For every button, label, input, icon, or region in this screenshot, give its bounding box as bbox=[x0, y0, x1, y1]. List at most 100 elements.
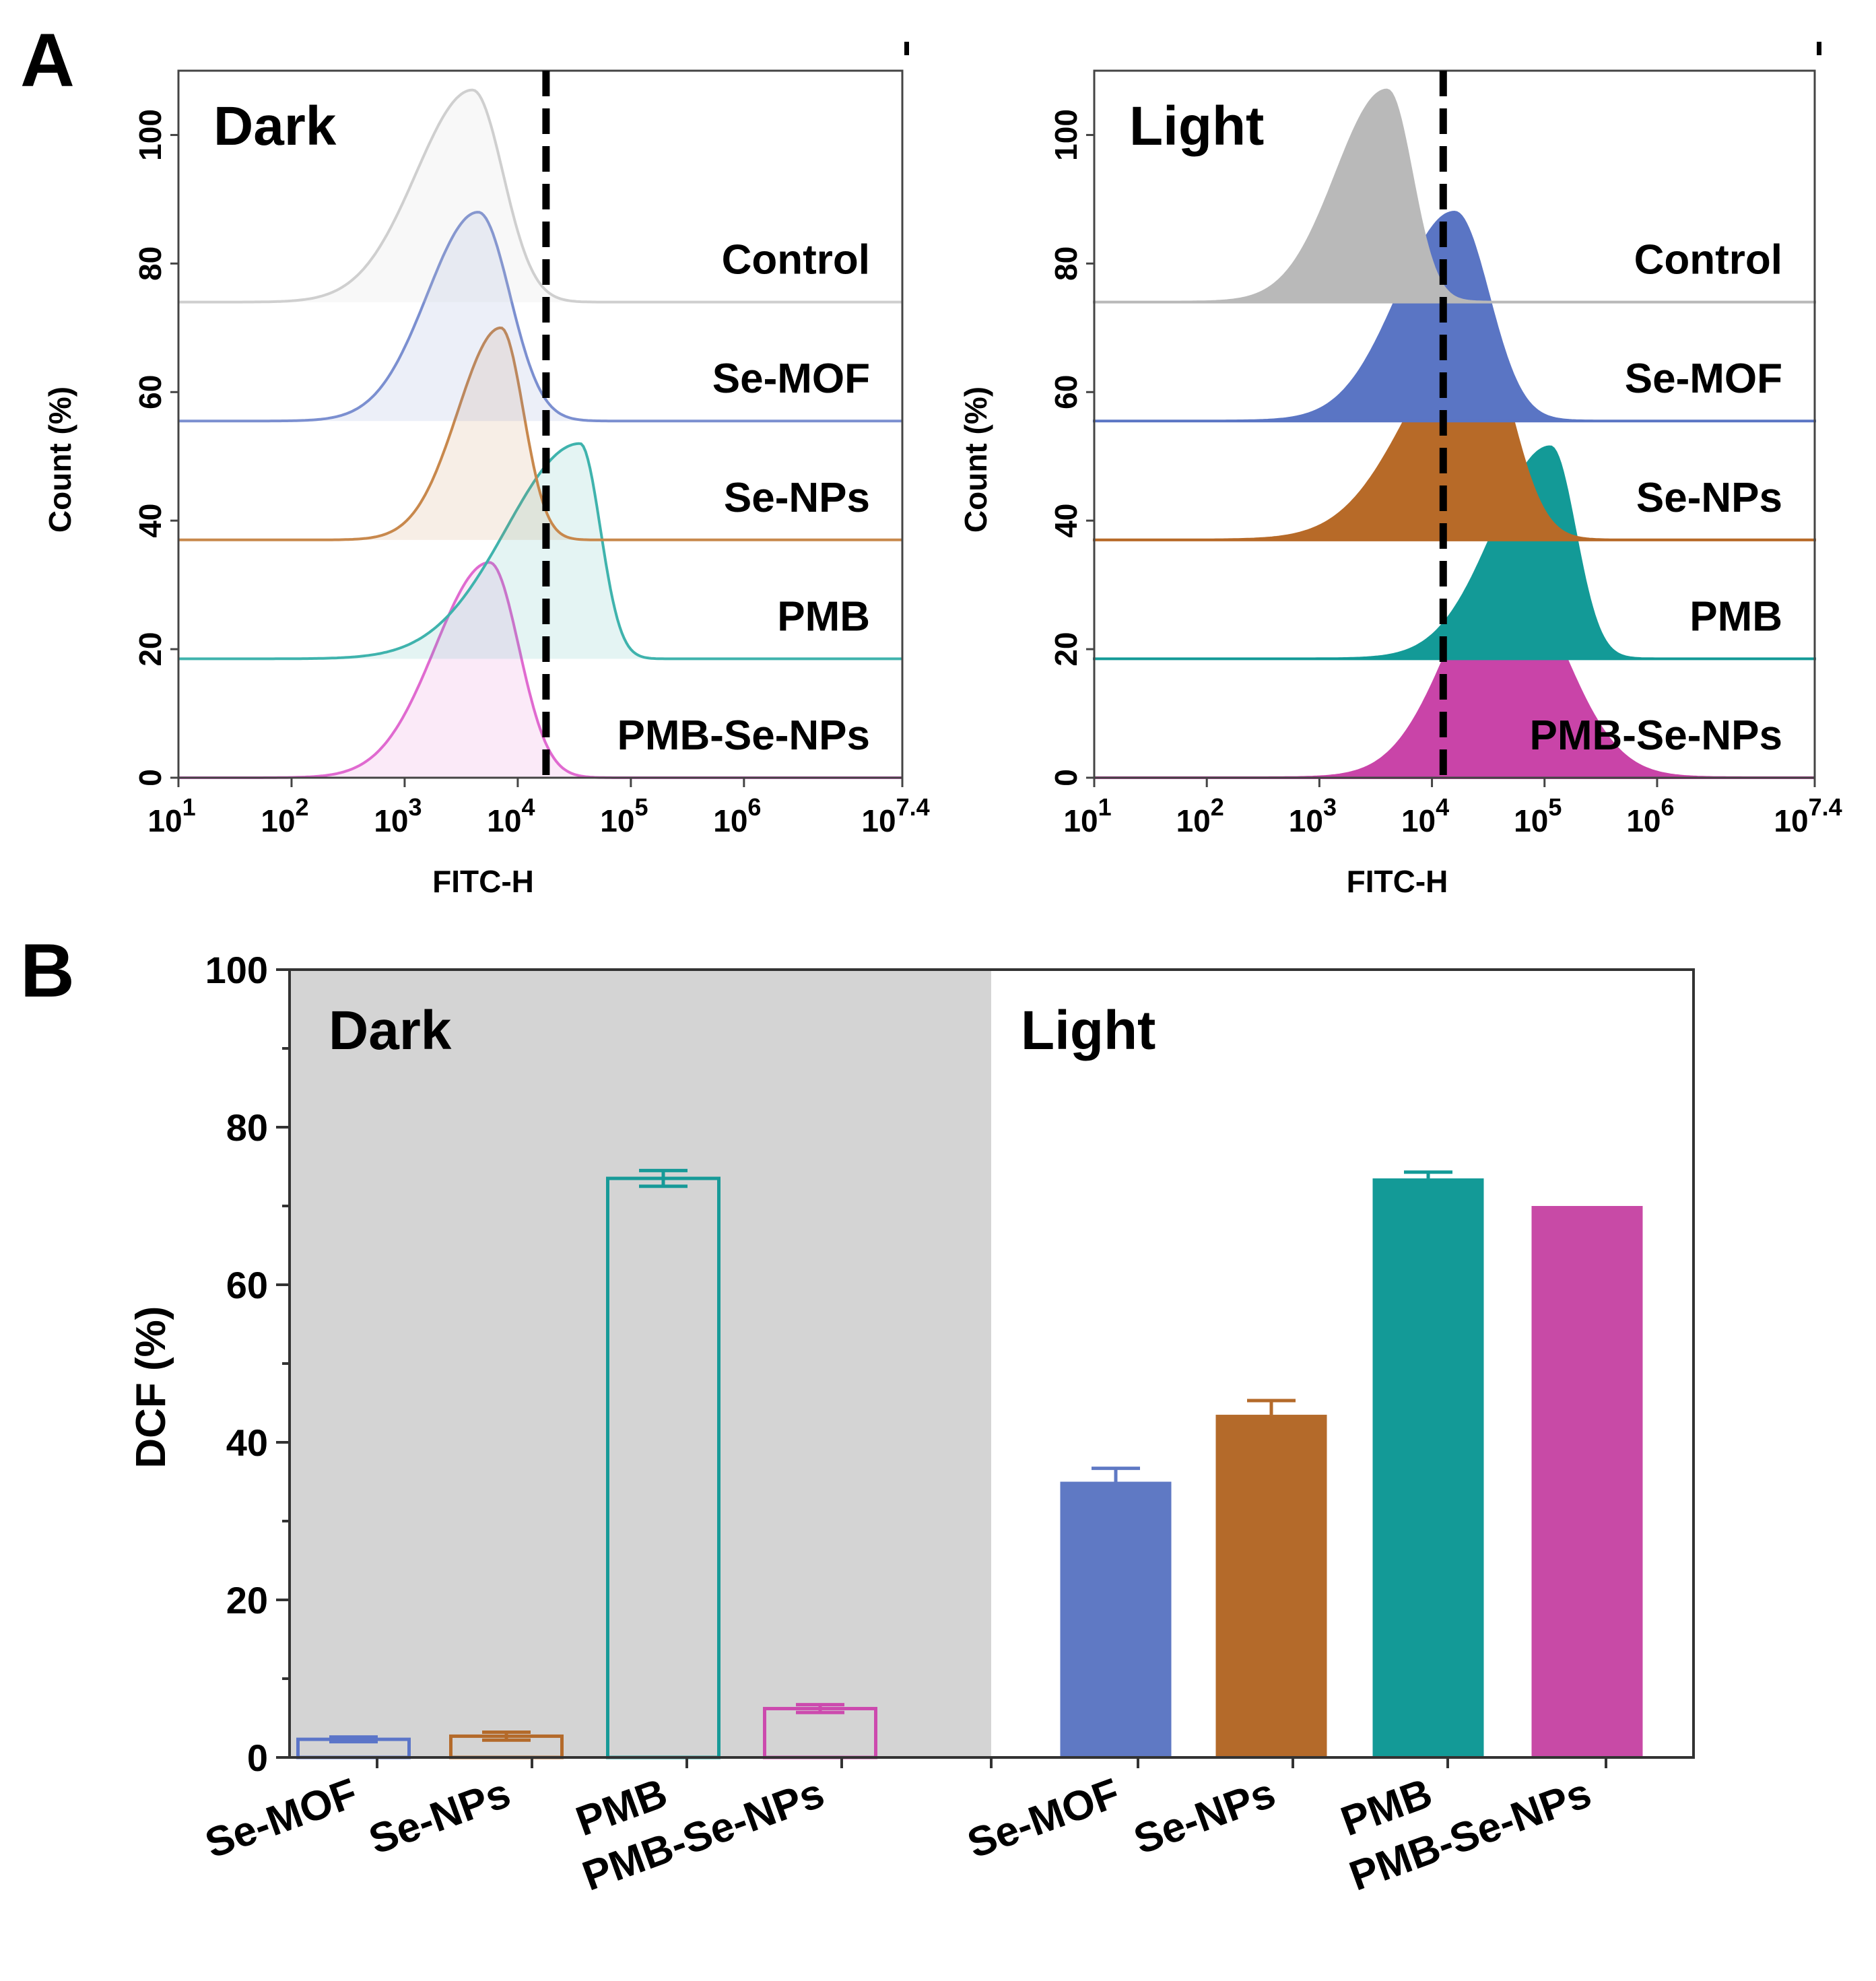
y-tick-label: 0 bbox=[1048, 769, 1083, 786]
bar-light-pmb-se-nps bbox=[1531, 1206, 1643, 1757]
x-tick-base: 10 bbox=[1626, 803, 1661, 838]
x-tick-base: 10 bbox=[861, 803, 896, 838]
x-tick-exponent: 7.4 bbox=[896, 793, 930, 821]
x-tick-exponent: 1 bbox=[182, 793, 196, 821]
x-tick-label: 105 bbox=[1514, 793, 1562, 838]
x-tick-label: 106 bbox=[1626, 793, 1674, 838]
x-tick-exponent: 3 bbox=[1323, 793, 1337, 821]
row-label-pmb-se-nps: PMB-Se-NPs bbox=[617, 712, 870, 759]
y-tick-label: 100 bbox=[133, 109, 168, 161]
y-tick-label: 60 bbox=[133, 375, 168, 409]
y-tick-label: 100 bbox=[1048, 109, 1083, 161]
histogram-dark-se-nps-line bbox=[178, 326, 902, 541]
x-tick-label: 107.4 bbox=[861, 793, 929, 838]
x-tick-base: 10 bbox=[1514, 803, 1548, 838]
x-tick-exponent: 7.4 bbox=[1809, 793, 1842, 821]
x-tick-label: 102 bbox=[261, 793, 308, 838]
corner-mark bbox=[1817, 42, 1821, 55]
row-label-control: Control bbox=[722, 237, 870, 283]
plot-frame bbox=[1093, 69, 1816, 779]
histogram-light-control-fill bbox=[1093, 88, 1816, 304]
x-tick-exponent: 6 bbox=[1661, 793, 1675, 821]
x-tick-base: 10 bbox=[1289, 803, 1323, 838]
x-tick-exponent: 5 bbox=[634, 793, 648, 821]
x-tick-base: 10 bbox=[1063, 803, 1098, 838]
x-tick-base: 10 bbox=[261, 803, 295, 838]
histogram-panel-dark: Dark Control Se-MOF Se-NPs PMB PMB-Se-NPs 0 20 4… bbox=[42, 42, 930, 899]
row-label-se-nps: Se-NPs bbox=[1636, 475, 1782, 521]
x-tick-base: 10 bbox=[147, 803, 182, 838]
x-tick-base: 10 bbox=[487, 803, 521, 838]
row-label-se-nps: Se-NPs bbox=[724, 475, 870, 521]
x-tick-base: 10 bbox=[713, 803, 747, 838]
histogram-dark-pmb-se-nps-fill bbox=[178, 562, 902, 778]
row-label-pmb-se-nps: PMB-Se-NPs bbox=[1529, 712, 1782, 759]
x-tick-label: 102 bbox=[1176, 793, 1224, 838]
x-axis-title: FITC-H bbox=[1347, 864, 1448, 899]
x-tick-label: 103 bbox=[1289, 793, 1337, 838]
y-tick-label: 40 bbox=[1048, 504, 1083, 538]
y-tick-label: 40 bbox=[133, 504, 168, 538]
y-tick-label: 80 bbox=[1048, 246, 1083, 281]
row-label-se-mof: Se-MOF bbox=[712, 356, 870, 402]
x-tick-label: 104 bbox=[487, 793, 535, 838]
y-tick-label: 100 bbox=[205, 949, 268, 991]
histogram-light-se-mof-fill bbox=[1093, 210, 1816, 423]
bar-light-pmb bbox=[1372, 1178, 1484, 1757]
x-tick-exponent: 6 bbox=[747, 793, 761, 821]
y-tick-label: 80 bbox=[226, 1106, 268, 1149]
y-axis-title: Count (%) bbox=[42, 387, 77, 533]
x-tick-exponent: 2 bbox=[1211, 793, 1224, 821]
corner-mark bbox=[904, 42, 909, 55]
y-tick-label: 0 bbox=[247, 1737, 268, 1779]
y-tick-label: 20 bbox=[1048, 632, 1083, 667]
condition-label: Light bbox=[1129, 96, 1264, 157]
row-label-se-mof: Se-MOF bbox=[1625, 356, 1782, 402]
histogram-dark-pmb-fill bbox=[178, 443, 902, 659]
histogram-dark-control-line bbox=[178, 88, 902, 304]
y-tick-label: 20 bbox=[133, 632, 168, 667]
category-label-dark-se-nps: Se-NPs bbox=[363, 1770, 516, 1863]
x-tick-label: 101 bbox=[147, 793, 195, 838]
panel-label-a: A bbox=[20, 18, 75, 102]
y-tick-label: 60 bbox=[226, 1264, 268, 1306]
y-axis-title: DCF (%) bbox=[128, 1306, 174, 1469]
x-tick-base: 10 bbox=[1176, 803, 1211, 838]
y-tick-label: 0 bbox=[133, 769, 168, 786]
x-tick-label: 107.4 bbox=[1774, 793, 1842, 838]
plot-frame bbox=[177, 69, 904, 779]
bar-light-se-nps bbox=[1215, 1415, 1327, 1757]
category-label-light-se-nps: Se-NPs bbox=[1128, 1770, 1281, 1863]
bar-light-se-mof bbox=[1060, 1481, 1172, 1757]
panel-label-b: B bbox=[20, 929, 75, 1013]
row-label-pmb: PMB bbox=[1689, 593, 1782, 640]
x-tick-base: 10 bbox=[1401, 803, 1436, 838]
y-tick-label: 40 bbox=[226, 1421, 268, 1464]
x-tick-base: 10 bbox=[1774, 803, 1808, 838]
x-tick-base: 10 bbox=[374, 803, 408, 838]
y-tick-label: 60 bbox=[1048, 375, 1083, 409]
histogram-light-pmb-fill bbox=[1093, 445, 1816, 661]
x-tick-label: 101 bbox=[1063, 793, 1111, 838]
x-tick-exponent: 5 bbox=[1548, 793, 1562, 821]
histogram-panel-light: Light Control Se-MOF Se-NPs PMB PMB-Se-NPs 0 20… bbox=[958, 42, 1842, 899]
dark-region-background bbox=[290, 970, 991, 1757]
x-axis-title: FITC-H bbox=[432, 864, 534, 899]
x-tick-exponent: 4 bbox=[1436, 793, 1449, 821]
category-label-dark-se-mof: Se-MOF bbox=[199, 1770, 364, 1867]
y-axis-title: Count (%) bbox=[958, 387, 993, 533]
x-tick-exponent: 1 bbox=[1098, 793, 1112, 821]
region-label-light: Light bbox=[1021, 1000, 1155, 1061]
x-tick-label: 103 bbox=[374, 793, 422, 838]
region-label-dark: Dark bbox=[329, 1000, 452, 1061]
x-tick-label: 105 bbox=[600, 793, 648, 838]
category-label-light-se-mof: Se-MOF bbox=[962, 1770, 1126, 1867]
row-label-pmb: PMB bbox=[777, 593, 870, 640]
x-tick-label: 104 bbox=[1401, 793, 1449, 838]
x-tick-label: 106 bbox=[713, 793, 761, 838]
condition-label: Dark bbox=[213, 96, 337, 157]
row-label-control: Control bbox=[1634, 237, 1782, 283]
x-tick-exponent: 2 bbox=[296, 793, 309, 821]
